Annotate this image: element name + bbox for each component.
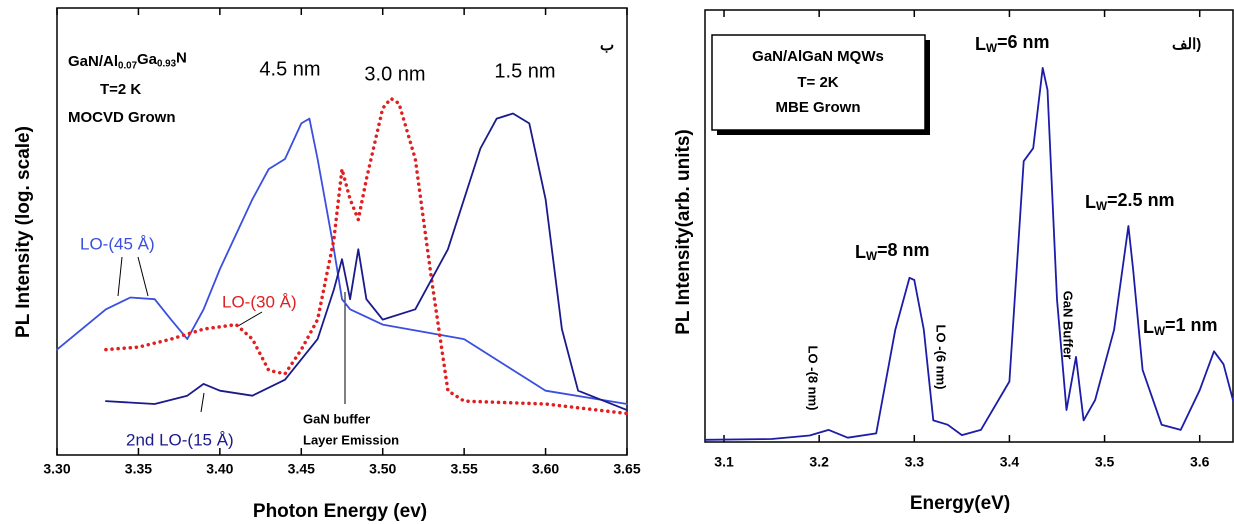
arrows bbox=[117, 256, 346, 413]
annotation-part: =8 nm bbox=[877, 240, 930, 260]
annotation-part: GaN/Al bbox=[68, 53, 118, 70]
annotation-part: =2.5 nm bbox=[1107, 190, 1175, 210]
annotation-part: L bbox=[975, 34, 986, 54]
annotation: ب bbox=[600, 37, 614, 54]
annotation: LO -(6 nm) bbox=[934, 325, 949, 390]
series-label: 4.5 nm bbox=[259, 58, 320, 80]
series-label: 3.0 nm bbox=[364, 63, 425, 85]
x-tick-label: 3.3 bbox=[905, 454, 925, 470]
x-tick-label: 3.35 bbox=[125, 461, 152, 477]
annotation-part: =6 nm bbox=[997, 32, 1050, 52]
series-label: 1.5 nm bbox=[494, 60, 555, 82]
subscript: W bbox=[986, 42, 998, 55]
x-tick-label: 3.2 bbox=[809, 454, 829, 470]
annotation: LO -(8 nm) bbox=[806, 346, 821, 411]
subscript: W bbox=[866, 250, 878, 263]
annotation: MBE Grown bbox=[776, 99, 861, 116]
x-tick-label: 3.55 bbox=[451, 461, 478, 477]
annotation-part: Ga bbox=[137, 51, 158, 68]
annotation-part: =1 nm bbox=[1165, 315, 1218, 335]
annotation-part: L bbox=[1085, 192, 1096, 212]
annotation: LW=1 nm bbox=[1143, 315, 1218, 339]
x-tick-label: 3.60 bbox=[532, 461, 559, 477]
annotation: T= 2K bbox=[797, 74, 838, 91]
x-tick-label: 3.4 bbox=[1000, 454, 1020, 470]
annotation: LW=8 nm bbox=[855, 240, 930, 264]
spectrum bbox=[56, 117, 628, 405]
annotation: MOCVD Grown bbox=[68, 109, 176, 126]
spectrum bbox=[704, 67, 1234, 441]
annotation-part: L bbox=[1143, 317, 1154, 337]
annotation: GaN/AlGaN MQWs bbox=[752, 48, 884, 65]
annotation: LO-(30 Å) bbox=[222, 292, 297, 311]
x-tick-label: 3.50 bbox=[369, 461, 396, 477]
x-tick-label: 3.45 bbox=[288, 461, 315, 477]
spectrum bbox=[104, 96, 629, 416]
arrow bbox=[200, 392, 205, 413]
y-axis-label: PL Intensity (log. scale) bbox=[13, 126, 34, 338]
annotation: T=2 K bbox=[100, 81, 141, 98]
x-tick-label: 3.5 bbox=[1095, 454, 1115, 470]
subscript: 0.07 bbox=[118, 60, 137, 71]
subscript: 0.93 bbox=[157, 58, 177, 69]
x-tick-label: 3.1 bbox=[714, 454, 734, 470]
annotation: 2nd LO-(15 Å) bbox=[126, 430, 234, 449]
annotation: LW=2.5 nm bbox=[1085, 190, 1175, 214]
subscript: W bbox=[1096, 200, 1108, 213]
annotation: LW=6 nm bbox=[975, 32, 1050, 56]
right-frame bbox=[704, 9, 1234, 443]
x-tick-label: 3.40 bbox=[206, 461, 233, 477]
spectrum bbox=[105, 112, 628, 411]
x-tick-label: 3.6 bbox=[1190, 454, 1210, 470]
x-axis-label: Photon Energy (ev) bbox=[253, 501, 427, 522]
annotation: LO-(45 Å) bbox=[80, 234, 155, 253]
annotation: GaN Buffer bbox=[1061, 291, 1076, 360]
arrow bbox=[137, 256, 149, 297]
annotation: Layer Emission bbox=[303, 432, 399, 447]
x-tick-label: 3.65 bbox=[613, 461, 640, 477]
x-tick-label: 3.30 bbox=[43, 461, 70, 477]
annotation-part: L bbox=[855, 242, 866, 262]
annotation: الف) bbox=[1172, 36, 1201, 53]
annotation: GaN buffer bbox=[303, 411, 370, 426]
left-frame bbox=[56, 7, 628, 456]
annotation: GaN/Al0.07Ga0.93N bbox=[68, 49, 187, 71]
info-box bbox=[711, 34, 926, 131]
arrow bbox=[117, 256, 123, 297]
arrow bbox=[237, 311, 263, 327]
x-axis-label: Energy(eV) bbox=[910, 493, 1010, 514]
y-axis-label: PL Intensity(arb. units) bbox=[673, 129, 694, 335]
subscript: W bbox=[1154, 325, 1166, 338]
annotation-part: N bbox=[176, 49, 187, 66]
